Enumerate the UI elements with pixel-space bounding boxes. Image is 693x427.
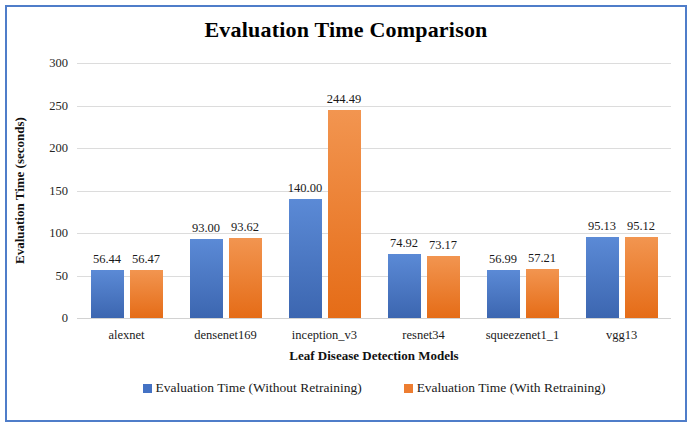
bar-value-label: 244.49 [327,92,361,107]
bar-group-inception_v3: 140.00244.49 [275,63,374,318]
bar-value-label: 140.00 [288,181,322,196]
bar-squeezenet1_1-without-retraining[interactable]: 56.99 [487,270,520,318]
y-axis-tick-labels: 050100150200250300 [33,63,77,318]
bar-group-squeezenet1_1: 56.9957.21 [473,63,572,318]
x-axis-title: Leaf Disease Detection Models [77,348,671,364]
bar-group-resnet34: 74.9273.17 [374,63,473,318]
bar-alexnet-without-retraining[interactable]: 56.44 [91,270,124,318]
x-category-label-squeezenet1_1: squeezenet1_1 [473,328,572,343]
bar-group-vgg13: 95.1395.12 [572,63,671,318]
bar-squeezenet1_1-with-retraining[interactable]: 57.21 [526,269,559,318]
legend-label: Evaluation Time (With Retraining) [417,380,606,396]
y-tick-label-0: 0 [62,311,68,326]
x-category-label-resnet34: resnet34 [374,328,473,343]
bar-densenet169-with-retraining[interactable]: 93.62 [229,238,262,318]
bar-value-label: 95.12 [627,219,655,234]
y-tick-label-200: 200 [49,141,68,156]
bar-resnet34-without-retraining[interactable]: 74.92 [388,254,421,318]
bar-value-label: 95.13 [588,219,616,234]
x-category-label-alexnet: alexnet [77,328,176,343]
bar-value-label: 73.17 [429,238,457,253]
x-category-label-vgg13: vgg13 [572,328,671,343]
bar-value-label: 56.47 [132,252,160,267]
plot-area: 56.4456.4793.0093.62140.00244.4974.9273.… [77,63,671,319]
bar-inception_v3-without-retraining[interactable]: 140.00 [289,199,322,318]
y-axis-title: Evaluation Time (seconds) [7,63,33,318]
legend-swatch-icon [143,384,152,393]
bar-group-densenet169: 93.0093.62 [176,63,275,318]
legend-item-without-retraining[interactable]: Evaluation Time (Without Retraining) [143,380,362,396]
bar-inception_v3-with-retraining[interactable]: 244.49 [328,110,361,318]
legend: Evaluation Time (Without Retraining) Eval… [77,380,671,396]
bar-value-label: 56.44 [93,252,121,267]
y-tick-label-150: 150 [49,183,68,198]
chart-frame: Evaluation Time Comparison Evaluation Ti… [5,5,687,422]
x-category-label-inception_v3: inception_v3 [275,328,374,343]
bar-value-label: 57.21 [528,251,556,266]
bar-value-label: 93.62 [231,220,259,235]
bar-value-label: 93.00 [192,221,220,236]
bar-vgg13-with-retraining[interactable]: 95.12 [625,237,658,318]
bar-group-alexnet: 56.4456.47 [77,63,176,318]
legend-swatch-icon [404,384,413,393]
bar-densenet169-without-retraining[interactable]: 93.00 [190,239,223,318]
x-axis-category-labels: alexnetdensenet169inception_v3resnet34sq… [77,328,671,343]
y-tick-label-300: 300 [49,56,68,71]
legend-label: Evaluation Time (Without Retraining) [156,380,362,396]
bar-vgg13-without-retraining[interactable]: 95.13 [586,237,619,318]
legend-item-with-retraining[interactable]: Evaluation Time (With Retraining) [404,380,606,396]
chart-title: Evaluation Time Comparison [7,17,685,43]
x-category-label-densenet169: densenet169 [176,328,275,343]
bar-value-label: 56.99 [489,252,517,267]
y-tick-label-50: 50 [56,268,69,283]
chart-axis-row: Evaluation Time (seconds) 05010015020025… [7,63,685,319]
y-tick-label-250: 250 [49,98,68,113]
chart-canvas: Evaluation Time Comparison Evaluation Ti… [0,0,693,427]
bar-value-label: 74.92 [390,236,418,251]
bar-resnet34-with-retraining[interactable]: 73.17 [427,256,460,318]
y-tick-label-100: 100 [49,226,68,241]
bar-alexnet-with-retraining[interactable]: 56.47 [130,270,163,318]
